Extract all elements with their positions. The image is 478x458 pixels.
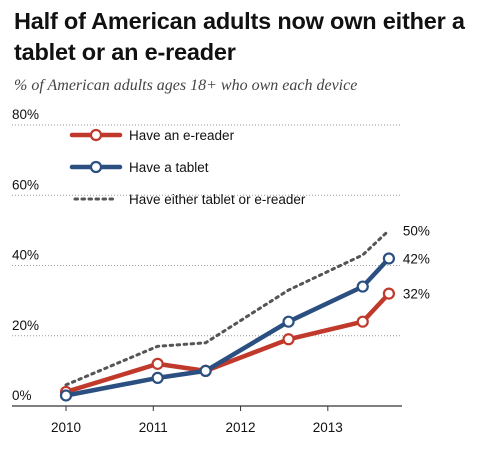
data-point-have-a-tablet	[282, 315, 295, 328]
end-value-label: 32%	[403, 287, 430, 302]
legend-label: Have a tablet	[129, 160, 209, 175]
legend-entry: Have a tablet	[69, 160, 209, 175]
x-tick-label: 2012	[226, 420, 256, 435]
data-point-have-a-tablet	[199, 364, 212, 377]
data-point-have-an-e-reader	[356, 315, 369, 328]
series-line-have-either-tablet-or-e-reader	[64, 228, 391, 387]
y-tick-label: 40%	[12, 248, 39, 263]
legend-entry: Have an e-reader	[69, 128, 235, 143]
legend-swatch-marker	[89, 160, 103, 174]
x-tick-label: 2010	[51, 420, 81, 435]
series-line-have-an-e-reader	[63, 291, 392, 395]
data-point-have-a-tablet	[151, 371, 164, 384]
end-labels: 32% 42% 50%	[403, 223, 430, 301]
series-line-have-a-tablet	[63, 256, 392, 398]
legend: Have an e-reader Have a tablet Have either…	[69, 128, 306, 207]
axes: 0% 20% 40% 60% 80% 2010 2011 2012 2013	[12, 107, 402, 435]
y-tick-label: 20%	[12, 318, 39, 333]
y-tick-label: 0%	[12, 388, 32, 403]
end-value-label: 50%	[403, 223, 430, 238]
data-point-have-a-tablet	[382, 252, 396, 265]
data-point-have-a-tablet	[356, 280, 369, 293]
data-point-have-an-e-reader	[382, 287, 396, 300]
data-point-have-an-e-reader	[151, 357, 164, 370]
legend-swatch-marker	[89, 128, 103, 142]
x-tick-label: 2013	[313, 420, 343, 435]
series-lines	[59, 228, 396, 402]
data-point-have-an-e-reader	[282, 333, 295, 346]
gridlines	[12, 124, 402, 337]
chart-subtitle: % of American adults ages 18+ who own ea…	[14, 77, 358, 94]
chart-title: Half of American adults now own either a…	[14, 8, 465, 65]
legend-entry: Have either tablet or e-reader	[73, 192, 306, 207]
legend-label: Have either tablet or e-reader	[129, 192, 306, 207]
x-tick-label: 2011	[139, 420, 168, 435]
end-value-label: 42%	[403, 251, 430, 266]
data-point-have-a-tablet	[59, 389, 73, 402]
y-tick-label: 80%	[12, 107, 39, 122]
legend-label: Have an e-reader	[129, 128, 235, 143]
y-tick-label: 60%	[12, 177, 39, 192]
